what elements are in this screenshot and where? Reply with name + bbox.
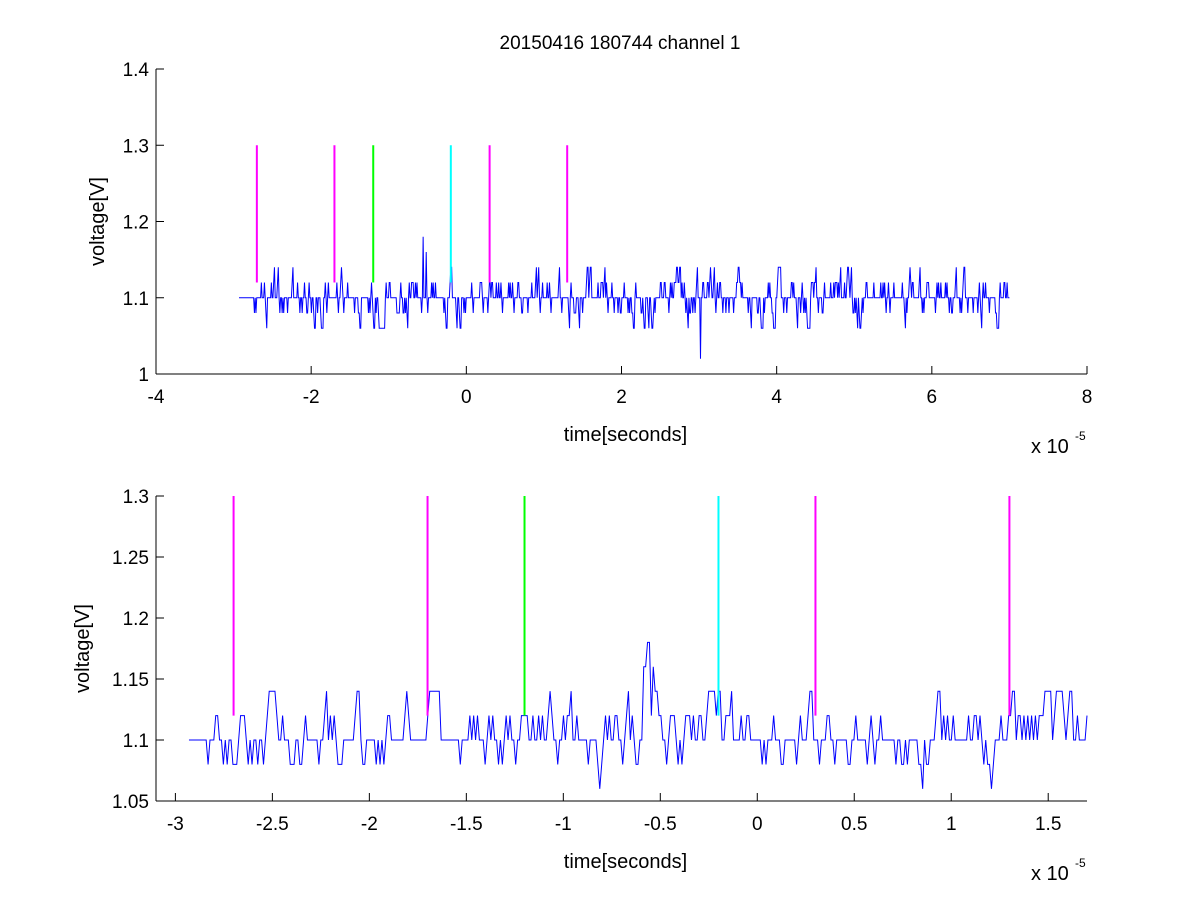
chart-top: -4 -2 0 2 4 6 8 1 1.1 1.2 1.3 1.4 time[seconds] volta… bbox=[87, 60, 1092, 458]
x-tick-label: 0.5 bbox=[841, 814, 867, 835]
x-exponent-label: x 10 bbox=[1031, 436, 1069, 458]
x-tick-label: -2 bbox=[303, 387, 320, 408]
x-tick-label: 0 bbox=[461, 387, 472, 408]
x-axis-label: time[seconds] bbox=[564, 851, 687, 873]
x-tick-label: 8 bbox=[1082, 387, 1093, 408]
chart-bottom: -3 -2.5 -2 -1.5 -1 -0.5 0 0.5 1 1.5 1.05 1.1 1.15 1.2… bbox=[72, 487, 1088, 885]
x-tick-label: -2.5 bbox=[256, 814, 289, 835]
x-axis-label: time[seconds] bbox=[564, 424, 687, 446]
x-tick-label: -0.5 bbox=[644, 814, 677, 835]
figure-title: 20150416 180744 channel 1 bbox=[500, 33, 741, 54]
x-tick-label: 1.5 bbox=[1035, 814, 1061, 835]
x-tick-label: 4 bbox=[771, 387, 782, 408]
x-tick-label: -1 bbox=[555, 814, 572, 835]
y-axis-label: voltage[V] bbox=[72, 604, 94, 693]
x-tick-label: -3 bbox=[167, 814, 184, 835]
y-tick-label: 1.4 bbox=[123, 60, 150, 81]
x-tick-label: 6 bbox=[927, 387, 938, 408]
x-tick-label: -1.5 bbox=[450, 814, 483, 835]
y-tick-label: 1.3 bbox=[123, 487, 149, 508]
x-exponent-power: -5 bbox=[1075, 856, 1086, 870]
x-exponent-power: -5 bbox=[1075, 429, 1086, 443]
y-tick-label: 1.1 bbox=[123, 731, 149, 752]
y-tick-label: 1.15 bbox=[112, 670, 149, 691]
y-tick-label: 1.1 bbox=[123, 289, 149, 310]
voltage-trace bbox=[239, 236, 1010, 359]
y-tick-label: 1.25 bbox=[112, 548, 149, 569]
y-tick-label: 1.05 bbox=[112, 792, 149, 813]
x-exponent-label: x 10 bbox=[1031, 863, 1069, 885]
y-tick-label: 1.2 bbox=[123, 213, 149, 234]
x-tick-label: -4 bbox=[148, 387, 165, 408]
x-tick-label: 0 bbox=[752, 814, 763, 835]
y-tick-label: 1.2 bbox=[123, 609, 149, 630]
x-tick-label: 1 bbox=[946, 814, 957, 835]
x-tick-label: 2 bbox=[616, 387, 627, 408]
y-tick-label: 1.3 bbox=[123, 136, 149, 157]
voltage-trace bbox=[188, 641, 1088, 789]
y-tick-label: 1 bbox=[138, 365, 149, 386]
x-tick-label: -2 bbox=[361, 814, 378, 835]
y-axis-label: voltage[V] bbox=[87, 177, 109, 266]
